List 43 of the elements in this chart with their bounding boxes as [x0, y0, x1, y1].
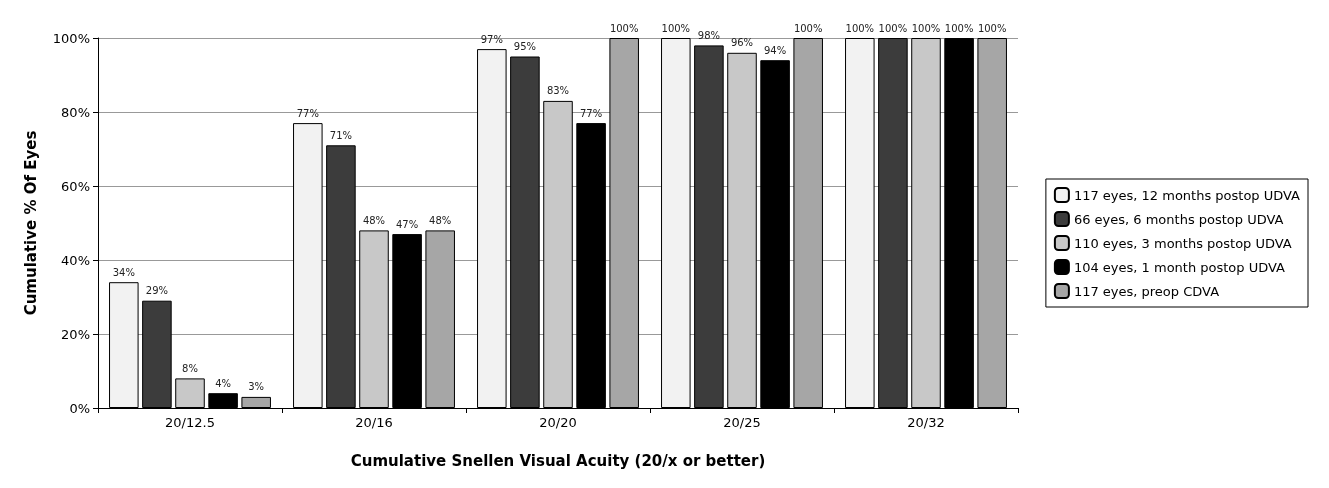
x-axis-title: Cumulative Snellen Visual Acuity (20/x or better): [350, 451, 766, 470]
legend-label: 110 eyes, 3 months postop UDVA: [1073, 235, 1292, 251]
x-tick-label: 20/25: [723, 415, 761, 430]
legend-label: 66 eyes, 6 months postop UDVA: [1073, 211, 1284, 227]
data-label: 95%: [513, 41, 537, 52]
x-tick-label: 20/32: [907, 415, 945, 430]
data-label: 98%: [697, 29, 721, 41]
data-label: 100%: [793, 22, 823, 34]
data-label: 48%: [362, 214, 386, 226]
data-label: 77%: [579, 107, 603, 119]
data-label: 8%: [182, 362, 198, 374]
y-tick-label: 60%: [61, 178, 90, 194]
data-label: 100%: [661, 22, 691, 34]
x-tick-label: 20/16: [355, 415, 393, 430]
y-tick-label: 100%: [52, 30, 90, 46]
data-label: 94%: [763, 44, 787, 56]
data-label: 96%: [730, 37, 754, 49]
data-label: 100%: [977, 22, 1007, 34]
y-tick-label: 80%: [61, 104, 90, 120]
x-tick-label: 20/12.5: [165, 415, 215, 430]
data-label: 47%: [395, 218, 419, 230]
data-label: 48%: [429, 214, 452, 226]
data-label: 83%: [546, 85, 570, 97]
data-label: 97%: [480, 33, 503, 45]
y-axis-title: Cumulative % Of Eyes: [21, 130, 40, 316]
x-tick-label: 20/20: [539, 415, 577, 430]
data-label: 3%: [248, 381, 265, 393]
data-label: 29%: [145, 285, 169, 297]
y-tick-label: 40%: [61, 252, 90, 268]
data-label: 100%: [944, 22, 974, 34]
data-label: 34%: [112, 266, 135, 278]
data-label: 71%: [329, 129, 353, 141]
y-tick-label: 0%: [69, 400, 90, 416]
legend-label: 104 eyes, 1 month postop UDVA: [1073, 259, 1286, 275]
data-label: 100%: [911, 22, 941, 34]
data-label: 77%: [296, 107, 319, 119]
legend-label: 117 eyes, preop CDVA: [1073, 283, 1220, 299]
legend-label: 117 eyes, 12 months postop UDVA: [1073, 187, 1301, 203]
data-label: 100%: [845, 22, 875, 34]
data-label: 4%: [215, 377, 232, 389]
data-label: 100%: [609, 22, 639, 34]
data-label: 100%: [878, 22, 908, 34]
y-tick-label: 20%: [61, 326, 90, 342]
